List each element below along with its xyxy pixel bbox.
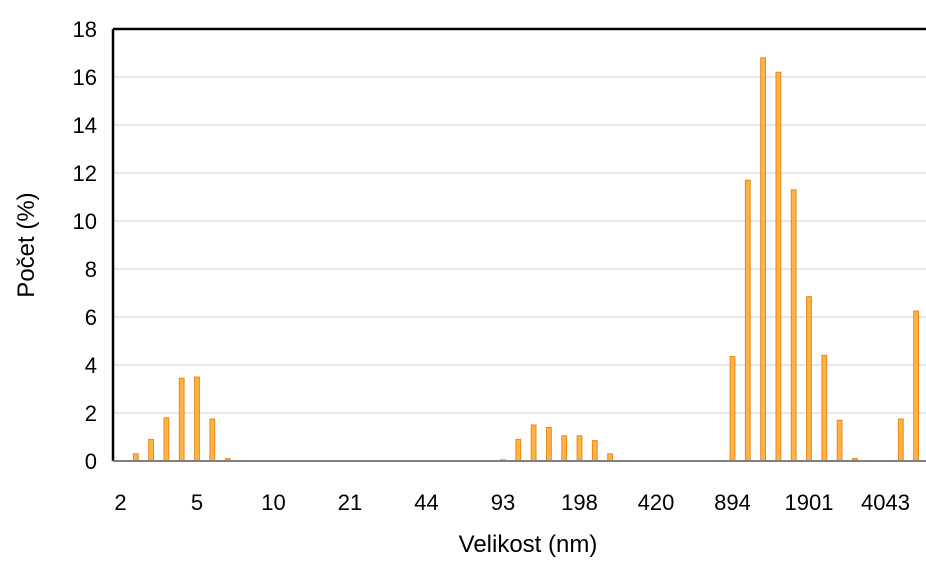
y-tick-label-1: 2 — [85, 401, 97, 426]
y-axis-title: Počet (%) — [13, 192, 40, 297]
x-tick-label-8: 894 — [714, 490, 751, 515]
x-tick-label-0: 2 — [114, 490, 126, 515]
bar-40 — [729, 356, 736, 462]
bar-52 — [913, 310, 920, 462]
x-tick-label-5: 93 — [491, 490, 515, 515]
x-tick-label-2: 10 — [261, 490, 285, 515]
y-tick-label-4: 8 — [85, 257, 97, 282]
bar-45 — [806, 296, 812, 462]
bar-41 — [744, 179, 751, 462]
bar-31 — [591, 440, 598, 462]
y-tick-labels: 0 2 4 6 8 10 12 14 16 18 — [73, 17, 97, 474]
bar-5 — [194, 376, 200, 462]
x-tick-labels: 2 5 10 21 44 93 198 420 894 1901 4043 — [114, 490, 910, 515]
axes — [111, 27, 926, 462]
y-tick-label-0: 0 — [85, 449, 97, 474]
y-tick-label-8: 16 — [73, 65, 97, 90]
y-tick-label-6: 12 — [73, 161, 97, 186]
bar-1 — [132, 453, 139, 462]
x-tick-label-10: 4043 — [861, 490, 910, 515]
y-tick-label-9: 18 — [73, 17, 97, 42]
y-tick-label-7: 14 — [73, 113, 97, 138]
bar-42 — [760, 57, 767, 462]
x-tick-label-1: 5 — [191, 490, 203, 515]
bar-3 — [163, 417, 170, 462]
bar-26 — [515, 438, 522, 462]
bar-4 — [178, 377, 185, 462]
x-tick-label-4: 44 — [414, 490, 438, 515]
bar-44 — [790, 189, 797, 462]
bar-28 — [546, 426, 552, 462]
x-tick-label-7: 420 — [638, 490, 675, 515]
x-axis-title: Velikost (nm) — [459, 531, 598, 558]
bar-6 — [209, 418, 216, 462]
bar-2 — [148, 438, 154, 462]
bars — [132, 57, 920, 462]
y-tick-label-2: 4 — [85, 353, 97, 378]
bar-32 — [607, 453, 614, 462]
y-tick-label-3: 6 — [85, 305, 97, 330]
y-tick-label-5: 10 — [73, 209, 97, 234]
x-tick-label-6: 198 — [561, 490, 598, 515]
bar-46 — [821, 354, 828, 462]
x-tick-label-9: 1901 — [785, 490, 834, 515]
bar-47 — [836, 419, 843, 462]
gridlines — [113, 76, 926, 414]
bar-43 — [775, 71, 782, 462]
bar-29 — [561, 435, 568, 462]
bar-51 — [897, 418, 904, 462]
bar-27 — [530, 424, 537, 462]
bar-30 — [576, 435, 583, 462]
x-tick-label-3: 21 — [338, 490, 362, 515]
